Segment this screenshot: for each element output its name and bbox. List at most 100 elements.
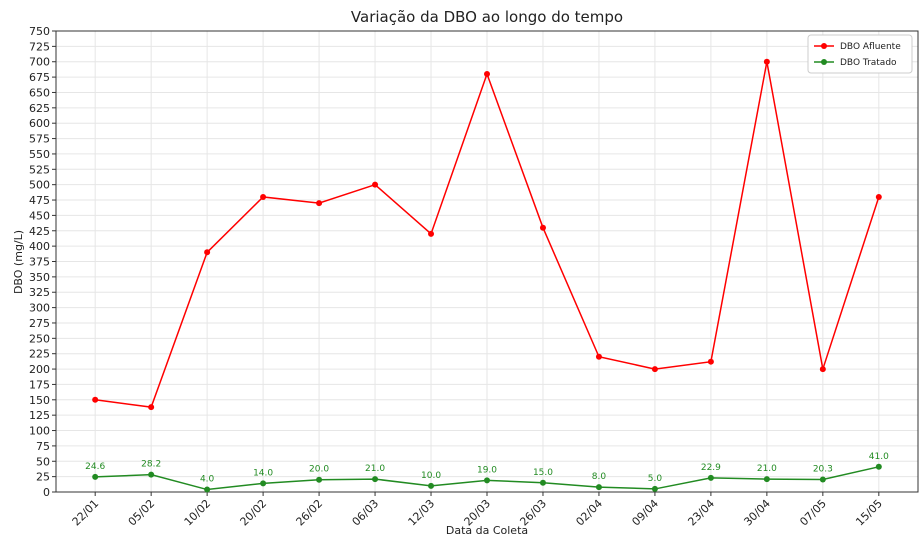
data-point bbox=[484, 71, 490, 78]
legend-marker bbox=[821, 43, 827, 49]
y-tick-label: 150 bbox=[29, 394, 50, 407]
x-tick-label: 09/04 bbox=[629, 497, 661, 529]
y-tick-label: 325 bbox=[29, 286, 50, 299]
y-tick-label: 0 bbox=[43, 486, 50, 499]
chart-title: Variação da DBO ao longo do tempo bbox=[351, 8, 623, 26]
data-point bbox=[651, 485, 658, 492]
data-label: 20.3 bbox=[813, 465, 833, 475]
y-tick-label: 50 bbox=[36, 455, 50, 468]
y-tick-label: 500 bbox=[29, 179, 50, 192]
data-point bbox=[707, 358, 714, 365]
data-label: 24.6 bbox=[85, 462, 105, 472]
y-tick-label: 575 bbox=[29, 133, 50, 146]
data-point bbox=[875, 193, 882, 200]
legend-box bbox=[807, 34, 913, 74]
y-tick-label: 175 bbox=[29, 378, 50, 391]
data-label: 41.0 bbox=[869, 452, 889, 462]
data-point bbox=[595, 353, 602, 360]
y-tick-label: 550 bbox=[29, 148, 50, 161]
data-point bbox=[372, 476, 379, 483]
legend-marker bbox=[821, 59, 827, 65]
data-point bbox=[428, 230, 435, 237]
data-point bbox=[763, 476, 770, 483]
y-tick-label: 200 bbox=[29, 363, 50, 376]
y-tick-label: 225 bbox=[29, 348, 50, 361]
data-point bbox=[539, 479, 546, 486]
data-label: 28.2 bbox=[141, 460, 161, 470]
data-point bbox=[595, 484, 602, 491]
y-tick-label: 100 bbox=[29, 425, 50, 438]
x-axis-label: Data da Coleta bbox=[446, 524, 528, 537]
y-tick-label: 700 bbox=[29, 56, 50, 69]
y-tick-label: 475 bbox=[29, 194, 50, 207]
data-point bbox=[92, 396, 99, 403]
data-label: 21.0 bbox=[365, 464, 385, 474]
legend-label: DBO Tratado bbox=[840, 58, 897, 68]
x-tick-label: 26/03 bbox=[517, 497, 549, 529]
legend-label: DBO Afluente bbox=[840, 42, 901, 52]
data-point bbox=[539, 224, 546, 231]
data-point bbox=[204, 249, 211, 256]
y-tick-label: 350 bbox=[29, 271, 50, 284]
data-label: 8.0 bbox=[592, 472, 607, 482]
x-tick-label: 20/02 bbox=[238, 497, 270, 529]
data-point bbox=[204, 486, 211, 493]
data-label: 10.0 bbox=[421, 471, 441, 481]
data-point bbox=[148, 404, 155, 411]
data-point bbox=[875, 463, 882, 470]
data-point bbox=[260, 480, 267, 487]
x-tick-label: 07/05 bbox=[797, 497, 829, 529]
y-tick-label: 725 bbox=[29, 40, 50, 53]
data-label: 20.0 bbox=[309, 465, 329, 475]
data-point bbox=[819, 366, 826, 373]
data-point bbox=[148, 471, 155, 478]
data-point bbox=[428, 482, 435, 489]
data-label: 15.0 bbox=[533, 468, 553, 478]
y-tick-label: 300 bbox=[29, 302, 50, 315]
data-point bbox=[316, 200, 323, 207]
y-tick-label: 675 bbox=[29, 71, 50, 84]
y-tick-label: 75 bbox=[36, 440, 50, 453]
x-tick-label: 26/02 bbox=[294, 497, 326, 529]
data-point bbox=[484, 477, 490, 484]
y-tick-label: 250 bbox=[29, 332, 50, 345]
y-tick-label: 425 bbox=[29, 225, 50, 238]
y-tick-label: 525 bbox=[29, 163, 50, 176]
y-tick-label: 600 bbox=[29, 117, 50, 130]
data-label: 21.0 bbox=[757, 464, 777, 474]
y-tick-label: 650 bbox=[29, 86, 50, 99]
x-tick-label: 15/05 bbox=[853, 497, 885, 529]
x-tick-label: 10/02 bbox=[182, 497, 214, 529]
x-tick-label: 02/04 bbox=[573, 497, 605, 529]
y-tick-label: 25 bbox=[36, 471, 50, 484]
x-tick-label: 12/03 bbox=[406, 497, 438, 529]
y-tick-label: 125 bbox=[29, 409, 50, 422]
x-tick-label: 23/04 bbox=[685, 497, 717, 529]
data-point bbox=[92, 473, 99, 480]
data-point bbox=[260, 193, 267, 200]
plot-frame bbox=[55, 30, 919, 493]
x-tick-label: 22/01 bbox=[70, 497, 102, 529]
y-tick-label: 275 bbox=[29, 317, 50, 330]
data-label: 22.9 bbox=[701, 463, 721, 473]
y-tick-label: 400 bbox=[29, 240, 50, 253]
x-tick-label: 05/02 bbox=[126, 497, 158, 529]
y-tick-label: 750 bbox=[29, 25, 50, 38]
y-axis-label: DBO (mg/L) bbox=[12, 230, 25, 294]
data-point bbox=[651, 366, 658, 373]
y-tick-label: 375 bbox=[29, 256, 50, 269]
data-point bbox=[819, 476, 826, 483]
data-point bbox=[707, 474, 714, 481]
data-label: 4.0 bbox=[200, 475, 215, 485]
data-label: 5.0 bbox=[648, 474, 663, 484]
x-tick-label: 06/03 bbox=[350, 497, 382, 529]
data-point bbox=[372, 181, 379, 188]
y-tick-label: 450 bbox=[29, 209, 50, 222]
y-tick-label: 625 bbox=[29, 102, 50, 115]
data-point bbox=[316, 476, 323, 483]
data-label: 14.0 bbox=[253, 468, 273, 478]
x-tick-label: 30/04 bbox=[741, 497, 773, 529]
data-point bbox=[763, 58, 770, 65]
data-label: 19.0 bbox=[477, 465, 497, 475]
